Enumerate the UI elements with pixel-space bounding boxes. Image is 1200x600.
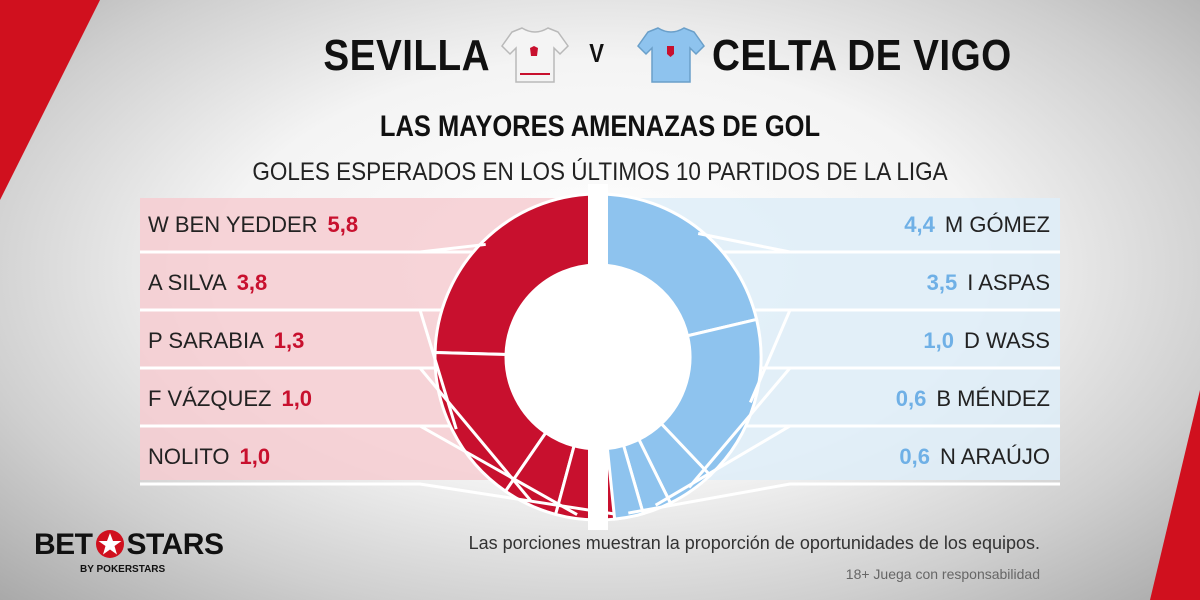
away-leader-line-3 bbox=[687, 366, 1060, 489]
away-player-name: M GÓMEZ bbox=[944, 212, 1050, 237]
home-player-xg: 3,8 bbox=[236, 270, 268, 295]
away-player-label: 0,6 B MÉNDEZ bbox=[896, 370, 1050, 428]
away-player-label: 3,5 I ASPAS bbox=[927, 254, 1050, 312]
home-slice-1 bbox=[433, 192, 598, 357]
home-player-name: F VÁZQUEZ bbox=[148, 386, 272, 411]
away-player-label: 1,0 D WASS bbox=[923, 312, 1050, 370]
away-player-name: I ASPAS bbox=[967, 270, 1050, 295]
away-player-label: 4,4 M GÓMEZ bbox=[904, 196, 1050, 254]
home-player-xg: 1,0 bbox=[281, 386, 313, 411]
star-icon bbox=[95, 530, 124, 558]
home-player-xg: 1,0 bbox=[239, 444, 271, 469]
away-player-label: 0,6 N ARAÚJO bbox=[899, 428, 1050, 486]
away-team-name: CELTA DE VIGO bbox=[712, 31, 1012, 80]
chart-subtitle: GOLES ESPERADOS EN LOS ÚLTIMOS 10 PARTID… bbox=[252, 158, 948, 186]
away-player-xg: 3,5 bbox=[926, 270, 958, 295]
home-player-label: P SARABIA 1,3 bbox=[148, 312, 304, 370]
center-gap bbox=[588, 184, 608, 530]
home-player-name: W BEN YEDDER bbox=[148, 212, 318, 237]
away-leader-line-4 bbox=[654, 424, 1060, 507]
away-shirt-icon bbox=[637, 27, 705, 83]
home-player-name: NOLITO bbox=[148, 444, 230, 469]
away-player-name: B MÉNDEZ bbox=[936, 386, 1050, 411]
home-player-label: NOLITO 1,0 bbox=[148, 428, 270, 486]
away-leader-line-2 bbox=[748, 308, 1060, 404]
away-player-name: D WASS bbox=[964, 328, 1050, 353]
home-team-name: SEVILLA bbox=[323, 31, 490, 80]
home-player-label: A SILVA 3,8 bbox=[148, 254, 267, 312]
top-left-stripe bbox=[0, 0, 100, 200]
bottom-right-stripe bbox=[1150, 390, 1200, 600]
away-player-xg: 0,6 bbox=[899, 444, 930, 469]
home-player-label: W BEN YEDDER 5,8 bbox=[148, 196, 358, 254]
home-leader-line-5 bbox=[140, 482, 619, 517]
away-player-xg: 0,6 bbox=[895, 386, 927, 411]
home-leader-line-1 bbox=[140, 242, 486, 254]
away-player-xg: 4,4 bbox=[904, 212, 935, 237]
logo-text: BET STARS bbox=[34, 528, 224, 561]
away-leader-line-5 bbox=[628, 482, 1060, 515]
home-player-name: P SARABIA bbox=[148, 328, 264, 353]
footnote: Las porciones muestran la proporción de … bbox=[468, 533, 1040, 553]
home-player-xg: 1,3 bbox=[273, 328, 305, 353]
away-leader-line-1 bbox=[697, 232, 1060, 254]
versus-label: V bbox=[589, 38, 605, 68]
chart-title: LAS MAYORES AMENAZAS DE GOL bbox=[379, 110, 821, 143]
home-player-label: F VÁZQUEZ 1,0 bbox=[148, 370, 312, 428]
away-player-name: N ARAÚJO bbox=[939, 444, 1050, 469]
home-player-xg: 5,8 bbox=[327, 212, 359, 237]
away-slice-1 bbox=[598, 192, 759, 338]
home-player-name: A SILVA bbox=[148, 270, 227, 295]
away-player-xg: 1,0 bbox=[923, 328, 955, 353]
home-shirt-icon bbox=[501, 27, 569, 83]
logo-text-right: STARS bbox=[126, 528, 224, 561]
home-leader-line-3 bbox=[140, 366, 533, 503]
logo-text-left: BET bbox=[34, 528, 93, 561]
home-leader-line-4 bbox=[140, 424, 578, 516]
logo-subtitle: BY POKERSTARS bbox=[80, 564, 166, 575]
home-leader-line-2 bbox=[140, 308, 458, 430]
betstars-logo: BET STARS BY POKERSTARS bbox=[34, 528, 224, 575]
responsible-gambling-disclaimer: 18+ Juega con responsabilidad bbox=[845, 566, 1040, 582]
